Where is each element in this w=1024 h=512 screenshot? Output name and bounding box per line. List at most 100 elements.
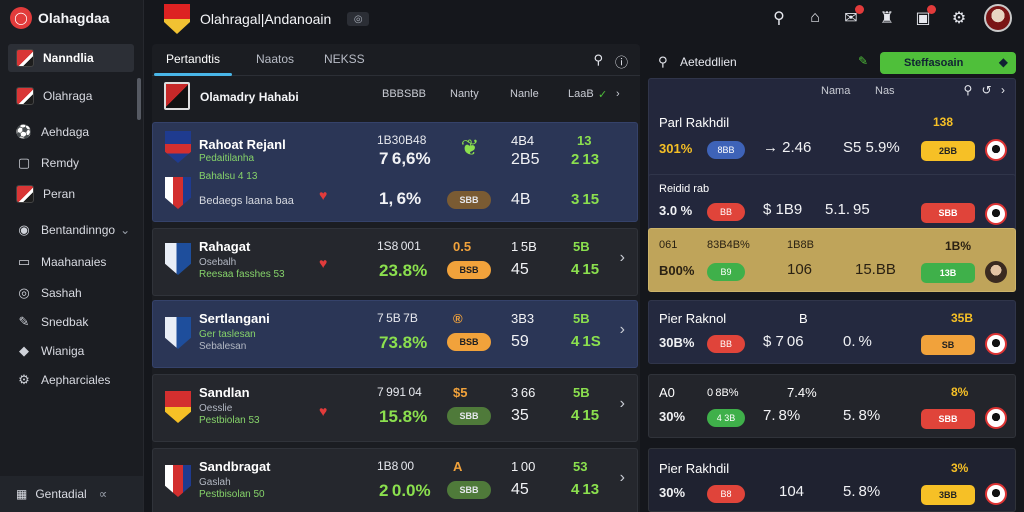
match-row[interactable]: Sandbragat Gaslah Pestbisolan 50 1B8 00 … <box>152 448 638 512</box>
tab-nekss[interactable]: NEKSS <box>324 52 365 66</box>
sidebar-item-7[interactable]: ◎ Sashah <box>8 279 134 307</box>
chevron-right-icon[interactable]: › <box>619 469 625 486</box>
pin-icon: ✎ <box>18 314 30 329</box>
favorite-icon[interactable]: ♥ <box>319 187 328 203</box>
check-icon[interactable]: ✓ <box>598 89 608 101</box>
top-actions: ⚲ ⌂ ✉ ♜ ▣ ⚙ <box>768 4 1012 32</box>
sidebar-item-1[interactable]: Olahraga <box>8 82 134 110</box>
odds-pill[interactable]: BB <box>707 335 745 353</box>
odds-card-highlighted[interactable]: 061 83B4B% 1B8B 1B% B00% B9 106 15.BB 13… <box>648 228 1016 292</box>
odds-pill[interactable]: BSB <box>447 333 491 351</box>
odds-value: 0. % <box>843 333 872 350</box>
tab-news[interactable]: Naatos <box>256 52 295 66</box>
odds-card[interactable]: Nama Nas ⚲ ↺ › Parl Rakhdil 138 301% 8BB… <box>648 78 1016 192</box>
odds-small: 8% <box>951 385 969 399</box>
sidebar-item-8[interactable]: ✎ Snedbak <box>8 308 134 336</box>
brand[interactable]: ◯ Olahagdaa <box>10 6 110 30</box>
team-sub: Gaslah <box>199 477 231 488</box>
odds-pill[interactable]: B9 <box>707 263 745 281</box>
chevron-right-icon[interactable]: › <box>619 395 625 412</box>
odds-button[interactable]: SBB <box>921 409 975 429</box>
odds-pill[interactable]: SBB <box>447 481 491 499</box>
settings-icon[interactable]: ⚙ <box>951 10 967 27</box>
odds-button[interactable]: 2BB <box>921 141 975 161</box>
odds-pill[interactable]: B8 <box>707 485 745 503</box>
card-tools: ⚲ ↺ › <box>963 83 1005 97</box>
odds-card[interactable]: Pier Raknol B 35B 30B% BB $ 7 06 0. % SB <box>648 300 1016 364</box>
chevron-right-icon[interactable]: › <box>619 249 625 266</box>
sidebar-scrollbar[interactable] <box>137 78 141 120</box>
odds-card[interactable]: Pier Rakhdil 3% 30% B8 104 5. 8% 3BB <box>648 448 1016 512</box>
odds-label: Parl Rakhdil <box>659 115 730 130</box>
edit-icon[interactable]: ✎ <box>857 54 868 68</box>
sidebar-footer[interactable]: ▦ Gentadial ∝ <box>0 476 143 512</box>
match-row[interactable]: Sertlangani Ger taslesan Sebalesan 7 5B … <box>152 300 638 368</box>
odds-value: 5. 8% <box>843 407 881 424</box>
odds-value: 106 <box>787 261 813 278</box>
odds-button[interactable]: 3BB <box>921 485 975 505</box>
odds-label: 0 8B% <box>707 387 739 399</box>
home-icon[interactable]: ⌂ <box>810 9 820 26</box>
stat-value: 59 <box>511 333 529 350</box>
odds-pill[interactable]: 8BB <box>707 141 745 159</box>
favorite-icon[interactable]: ♥ <box>319 403 328 419</box>
match-row[interactable]: Rahagat Osebalh Reesaa fasshes 53 ♥ 1S8 … <box>152 228 638 296</box>
info-icon[interactable]: ⓘ <box>614 55 628 70</box>
team-name: Rahoat Rejanl <box>199 137 286 152</box>
avatar[interactable] <box>984 4 1012 32</box>
target-icon: ◉ <box>18 222 30 237</box>
player-avatar <box>985 261 1007 283</box>
chat-icon: ▢ <box>17 155 31 170</box>
odds-card[interactable]: A0 0 8B% 7.4% 8% 30% 4 3B 7. 8% 5. 8% SB… <box>648 374 1016 438</box>
chevron-right-icon[interactable]: › <box>616 88 620 100</box>
odds-button[interactable]: 13B <box>921 263 975 283</box>
odds-value: S5 5.9% <box>843 139 900 156</box>
odds-percentage: 3.0 % <box>659 203 693 218</box>
search-icon[interactable]: ⚲ <box>658 54 668 69</box>
team-crest-icon <box>165 391 191 423</box>
search-icon[interactable]: ⚲ <box>773 10 785 27</box>
sidebar-item-6[interactable]: ▭ Maahanaies <box>8 248 134 276</box>
trophy-icon[interactable]: ♜ <box>879 10 895 27</box>
odds-value: $ 7 06 <box>763 333 804 350</box>
odds-pill[interactable]: SBB <box>447 407 491 425</box>
sidebar-item-9[interactable]: ◆ Wianiga <box>8 337 134 365</box>
search-icon[interactable]: ⚲ <box>593 52 603 67</box>
odds-pill[interactable]: SBB <box>447 191 491 209</box>
win-percentage: 7 6,6% <box>379 149 431 168</box>
messages-icon[interactable]: ✉ <box>840 5 864 29</box>
chevron-right-icon[interactable]: › <box>1001 83 1005 97</box>
odds-value: 5.1. 95 <box>825 201 870 218</box>
sidebar-item-2[interactable]: ⚽ Aehdaga <box>8 118 134 146</box>
odds-label: 061 <box>659 239 678 251</box>
sidebar-item-3[interactable]: ▢ Remdy <box>8 149 134 177</box>
sidebar-item-4[interactable]: Peran <box>8 180 134 208</box>
top-bar: Olahragal|Andanoain ◎ ⚲ ⌂ ✉ ♜ ▣ ⚙ <box>144 0 1024 38</box>
page-title: Olahragal|Andanoain <box>200 11 332 27</box>
odds-pill[interactable]: 4 3B <box>707 409 745 427</box>
undo-icon[interactable]: ↺ <box>981 83 992 97</box>
sidebar-item-0[interactable]: Nanndlia <box>8 44 134 72</box>
sidebar-item-10[interactable]: ⚙ Aepharciales <box>8 366 134 394</box>
tab-matches[interactable]: Pertandtis <box>166 52 221 66</box>
match-row[interactable]: Rahoat Rejanl Pedaitilanha Bahalsu 4 13 … <box>152 122 638 222</box>
odds-pill[interactable]: BSB <box>447 261 491 279</box>
filter-badge[interactable]: ◎ <box>347 12 370 26</box>
bell-icon[interactable]: ▣ <box>912 5 936 29</box>
tab-bar: Pertandtis Naatos NEKSS ⚲ ⓘ <box>152 44 640 76</box>
team-name: Sertlangani <box>199 311 270 326</box>
match-row[interactable]: Sandlan Oesslie Pestbiolan 53 ♥ 7 991 04… <box>152 374 638 442</box>
odds-button[interactable]: SBB <box>921 203 975 223</box>
sidebar-item-5[interactable]: ◉ Bentandinngo ⌄ <box>8 216 134 244</box>
stat-value: 5B <box>573 239 590 254</box>
search-icon[interactable]: ⚲ <box>963 83 973 97</box>
team-sub: Reesaa fasshes 53 <box>199 269 285 280</box>
odds-button[interactable]: SB <box>921 335 975 355</box>
odds-card[interactable]: Reidid rab 3.0 % BB $ 1B9 5.1. 95 SBB <box>648 174 1016 238</box>
favorite-icon[interactable]: ♥ <box>319 255 328 271</box>
odds-pill[interactable]: BB <box>707 203 745 221</box>
primary-action-button[interactable]: Steffasoain ◆ <box>880 52 1016 74</box>
odds-label: 83B4B% <box>707 239 750 251</box>
sidebar-item-label: Peran <box>43 187 76 201</box>
chevron-right-icon[interactable]: › <box>619 321 625 338</box>
